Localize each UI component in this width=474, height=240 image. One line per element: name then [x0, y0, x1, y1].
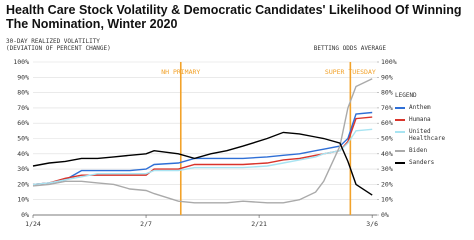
event-label: SUPER TUESDAY	[325, 68, 376, 76]
chart-title: Health Care Stock Volatility & Democrati…	[6, 3, 462, 31]
y2-tick-label: 90%	[381, 73, 393, 81]
x-tick-label: 1/24	[25, 220, 41, 228]
y2-tick-label: 0%	[381, 211, 389, 219]
x-tick-label: 3/6	[366, 220, 378, 228]
y-axis-label: 30-DAY REALIZED VOLATILITY (DEVIATION OF…	[6, 38, 111, 52]
series-line	[32, 111, 373, 186]
legend-label: United Healthcare	[409, 128, 446, 142]
x-tick-label: 2/21	[251, 220, 267, 228]
y2-axis-label: BETTING ODDS AVERAGE	[313, 45, 386, 52]
y2-tick-label: 10%	[381, 196, 393, 204]
y-tick-label: 0%	[21, 211, 29, 219]
legend-item: Biden	[395, 147, 470, 154]
series-line	[32, 131, 373, 196]
y-tick-label: 40%	[17, 150, 29, 158]
legend: LEGEND Anthem Humana United Healthcare Bide…	[395, 92, 470, 166]
legend-item: United Healthcare	[395, 128, 470, 142]
legend-swatch	[395, 119, 405, 121]
y2-tick-label: 70%	[381, 104, 393, 112]
x-tick-label: 2/7	[140, 220, 152, 228]
legend-swatch	[395, 150, 405, 152]
legend-label: Biden	[409, 147, 428, 154]
y-tick-label: 50%	[17, 135, 29, 143]
series-line	[32, 116, 373, 186]
y2-tick-label: 20%	[381, 180, 393, 188]
series-line	[32, 78, 373, 204]
legend-swatch	[395, 162, 405, 164]
legend-swatch	[395, 131, 405, 133]
y2-tick-label: 100%	[381, 58, 397, 66]
legend-swatch	[395, 107, 405, 109]
legend-item: Anthem	[395, 104, 470, 111]
y2-tick-label: 50%	[381, 135, 393, 143]
legend-item: Sanders	[395, 159, 470, 166]
series-line	[32, 128, 373, 186]
legend-label: Sanders	[409, 159, 435, 166]
legend-label: Humana	[409, 116, 431, 123]
y-tick-label: 70%	[17, 104, 29, 112]
y2-tick-label: 40%	[381, 150, 393, 158]
y-tick-label: 30%	[17, 165, 29, 173]
y-tick-label: 100%	[13, 58, 29, 66]
y-tick-label: 20%	[17, 180, 29, 188]
legend-item: Humana	[395, 116, 470, 123]
y-tick-label: 90%	[17, 73, 29, 81]
legend-title: LEGEND	[395, 92, 417, 99]
y2-tick-label: 30%	[381, 165, 393, 173]
y2-tick-label: 60%	[381, 119, 393, 127]
event-label: NH PRIMARY	[161, 68, 200, 76]
y-tick-label: 60%	[17, 119, 29, 127]
y-tick-label: 10%	[17, 196, 29, 204]
y2-tick-label: 80%	[381, 89, 393, 97]
y-tick-label: 80%	[17, 89, 29, 97]
legend-label: Anthem	[409, 104, 431, 111]
